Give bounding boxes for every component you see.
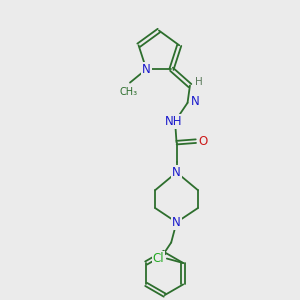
Text: Cl: Cl xyxy=(153,252,164,265)
Text: H: H xyxy=(195,77,203,87)
Text: NH: NH xyxy=(165,115,182,128)
Text: N: N xyxy=(172,216,181,229)
Text: N: N xyxy=(190,95,200,108)
Text: CH₃: CH₃ xyxy=(119,86,138,97)
Text: N: N xyxy=(142,63,151,76)
Text: O: O xyxy=(198,135,207,148)
Text: N: N xyxy=(172,166,181,179)
